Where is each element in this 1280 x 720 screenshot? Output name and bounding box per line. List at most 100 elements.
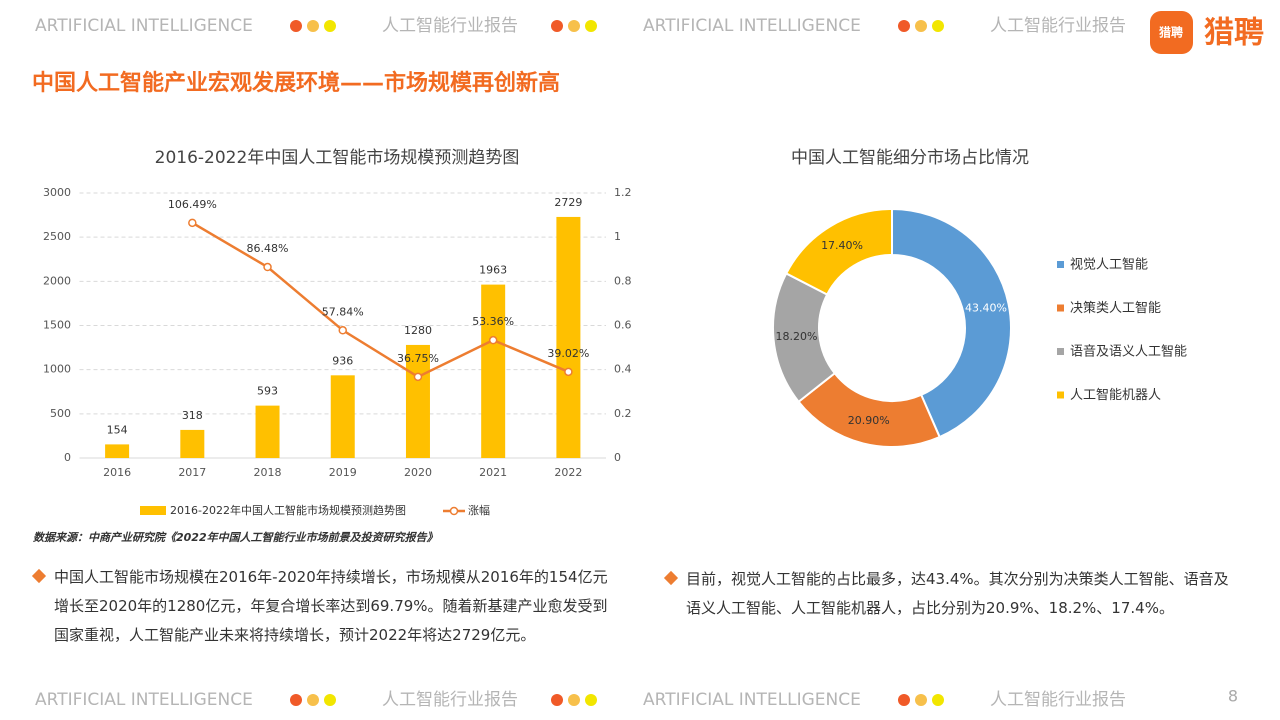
x-tick-label: 2016 bbox=[103, 466, 131, 479]
chart-title: 中国人工智能细分市场占比情况 bbox=[791, 148, 1029, 168]
data-label: 1280 bbox=[404, 324, 432, 337]
y2-tick-label: 0.4 bbox=[614, 363, 632, 376]
data-label: 106.49% bbox=[168, 198, 217, 211]
y-tick-label: 2500 bbox=[43, 230, 71, 243]
y2-tick-label: 0 bbox=[614, 451, 621, 464]
y2-tick-label: 1.2 bbox=[614, 186, 632, 199]
bar bbox=[556, 216, 581, 458]
legend-label: 涨幅 bbox=[468, 504, 490, 517]
y-tick-label: 1000 bbox=[43, 363, 71, 376]
dot bbox=[898, 20, 910, 32]
dot bbox=[898, 694, 910, 706]
y2-tick-label: 0.2 bbox=[614, 407, 632, 420]
header-item: ARTIFICIAL INTELLIGENCE bbox=[643, 16, 861, 36]
dot bbox=[568, 694, 580, 706]
dot bbox=[551, 694, 563, 706]
x-tick-label: 2020 bbox=[404, 466, 432, 479]
bar bbox=[255, 405, 280, 458]
dot bbox=[915, 694, 927, 706]
footer-item: 人工智能行业报告 bbox=[990, 690, 1126, 710]
y-tick-label: 3000 bbox=[43, 186, 71, 199]
footer-item: 人工智能行业报告 bbox=[382, 690, 518, 710]
dot bbox=[290, 694, 302, 706]
line-marker bbox=[564, 367, 573, 377]
legend-label: 决策类人工智能 bbox=[1070, 300, 1161, 316]
data-label: 154 bbox=[107, 423, 128, 436]
dot bbox=[932, 20, 944, 32]
bar bbox=[330, 375, 355, 458]
legend-swatch bbox=[1057, 304, 1064, 312]
dot bbox=[585, 20, 597, 32]
paragraph-text: 目前，视觉人工智能的占比最多，达43.4%。其次分别为决策类人工智能、语音及语义… bbox=[686, 570, 1229, 617]
line-marker bbox=[488, 335, 498, 345]
dot bbox=[307, 694, 319, 706]
legend-swatch bbox=[140, 506, 166, 515]
data-label: 936 bbox=[332, 354, 353, 367]
y-tick-label: 0 bbox=[64, 451, 71, 464]
data-label: 20.90% bbox=[848, 414, 890, 427]
dot bbox=[915, 20, 927, 32]
data-label: 43.40% bbox=[965, 301, 1007, 314]
data-label: 318 bbox=[182, 409, 203, 422]
paragraph: 目前，视觉人工智能的占比最多，达43.4%。其次分别为决策类人工智能、语音及语义… bbox=[663, 565, 1231, 623]
data-label: 86.48% bbox=[247, 242, 289, 255]
x-tick-label: 2018 bbox=[254, 466, 282, 479]
header-item: ARTIFICIAL INTELLIGENCE bbox=[35, 16, 253, 36]
x-tick-label: 2019 bbox=[329, 466, 357, 479]
dot bbox=[585, 694, 597, 706]
chart-title: 2016-2022年中国人工智能市场规模预测趋势图 bbox=[155, 148, 520, 168]
bar bbox=[180, 429, 205, 458]
data-label: 1963 bbox=[479, 264, 507, 277]
data-label: 36.75% bbox=[397, 352, 439, 365]
logo-badge-box bbox=[1150, 11, 1193, 54]
data-label: 593 bbox=[257, 385, 278, 398]
slide-title: 中国人工智能产业宏观发展环境——市场规模再创新高 bbox=[32, 70, 560, 96]
bar bbox=[105, 444, 130, 458]
source: 数据来源：中商产业研究院《2022年中国人工智能行业市场前景及投资研究报告》 bbox=[33, 531, 438, 544]
legend-label: 2016-2022年中国人工智能市场规模预测趋势图 bbox=[170, 503, 406, 517]
header-item: 人工智能行业报告 bbox=[990, 16, 1126, 36]
dot bbox=[324, 20, 336, 32]
logo: 猎聘 bbox=[1204, 16, 1264, 51]
line-marker bbox=[188, 218, 197, 228]
paragraph: 中国人工智能市场规模在2016年-2020年持续增长，市场规模从2016年的15… bbox=[31, 563, 619, 650]
legend-swatch bbox=[1057, 348, 1064, 355]
dot bbox=[551, 20, 563, 32]
dot bbox=[932, 694, 944, 706]
legend-swatch bbox=[449, 506, 459, 516]
data-label: 53.36% bbox=[472, 315, 514, 328]
line-marker bbox=[263, 262, 272, 272]
bar bbox=[481, 284, 506, 458]
dot bbox=[568, 20, 580, 32]
x-tick-label: 2017 bbox=[178, 466, 206, 479]
data-label: 18.20% bbox=[775, 330, 817, 343]
bar bbox=[405, 344, 430, 458]
y2-tick-label: 0.6 bbox=[614, 319, 632, 332]
y2-tick-label: 0.8 bbox=[614, 274, 632, 287]
legend-label: 视觉人工智能 bbox=[1070, 258, 1148, 273]
data-label: 17.40% bbox=[821, 239, 863, 252]
y-tick-label: 500 bbox=[50, 407, 71, 420]
legend-swatch bbox=[1057, 261, 1064, 268]
data-label: 2729 bbox=[554, 196, 582, 209]
paragraph-text: 中国人工智能市场规模在2016年-2020年持续增长，市场规模从2016年的15… bbox=[54, 568, 608, 644]
data-label: 57.84% bbox=[322, 305, 364, 318]
data-label: 39.02% bbox=[547, 347, 589, 360]
y-tick-label: 1500 bbox=[43, 319, 71, 332]
line-marker bbox=[413, 372, 423, 382]
legend-swatch bbox=[1057, 391, 1064, 399]
donut-slice bbox=[784, 207, 893, 296]
donut-slice bbox=[891, 207, 1012, 439]
legend-label: 人工智能机器人 bbox=[1070, 388, 1161, 403]
line-marker bbox=[338, 326, 347, 335]
dot bbox=[290, 20, 302, 32]
footer-item: ARTIFICIAL INTELLIGENCE bbox=[643, 690, 861, 710]
logo-badge: 猎聘 bbox=[1159, 25, 1183, 40]
footer-item: ARTIFICIAL INTELLIGENCE bbox=[35, 690, 253, 710]
y2-tick-label: 1 bbox=[614, 230, 621, 243]
dot bbox=[324, 694, 336, 706]
line bbox=[191, 221, 569, 379]
header-item: 人工智能行业报告 bbox=[382, 16, 518, 36]
